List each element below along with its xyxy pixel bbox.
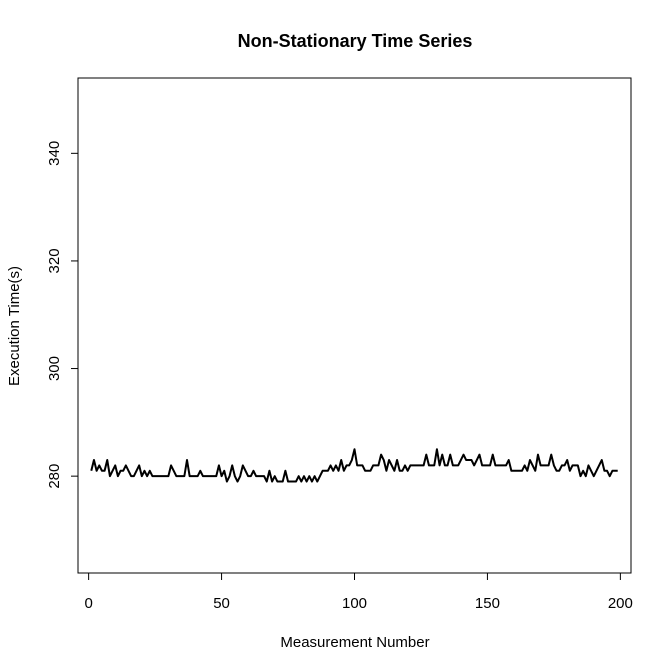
series-line — [90, 448, 618, 483]
chart-title: Non-Stationary Time Series — [238, 31, 473, 51]
x-tick-label: 100 — [342, 595, 367, 612]
y-tick-label: 280 — [46, 464, 63, 489]
x-axis: 0 50 100 150 200 — [84, 572, 633, 612]
x-tick-label: 50 — [213, 595, 230, 612]
x-axis-label: Measurement Number — [280, 634, 429, 651]
y-tick-label: 340 — [46, 141, 63, 166]
series-layer — [90, 448, 618, 483]
x-tick-label: 0 — [84, 595, 92, 612]
y-axis-label: Execution Time(s) — [6, 266, 23, 386]
plot-frame — [77, 77, 632, 574]
x-tick-label: 150 — [475, 595, 500, 612]
y-axis: 280 300 320 340 — [46, 141, 79, 489]
y-tick-label: 320 — [46, 248, 63, 273]
y-tick-label: 300 — [46, 356, 63, 381]
x-tick-label: 200 — [608, 595, 633, 612]
